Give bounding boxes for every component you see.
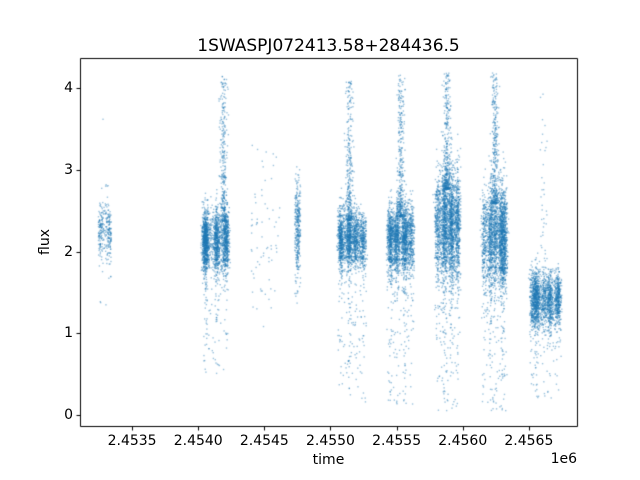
x-tick-label: 2.4545 (239, 433, 289, 449)
y-tick-label: 1 (64, 325, 73, 342)
x-tick-label: 2.4560 (438, 433, 488, 449)
x-tick-label: 2.4535 (107, 433, 157, 449)
x-tick-label: 2.4555 (372, 433, 422, 449)
x-axis-label: time (312, 452, 345, 468)
y-tick-label: 3 (64, 161, 73, 178)
y-tick-label: 2 (64, 243, 73, 260)
y-tick-label: 4 (64, 80, 73, 97)
y-tick-label: 0 (64, 406, 73, 423)
x-tick-label: 2.4565 (504, 433, 554, 449)
x-tick-label: 2.4550 (305, 433, 355, 449)
x-axis-offset-text: 1e6 (550, 451, 577, 467)
x-tick-label: 2.4540 (173, 433, 223, 449)
